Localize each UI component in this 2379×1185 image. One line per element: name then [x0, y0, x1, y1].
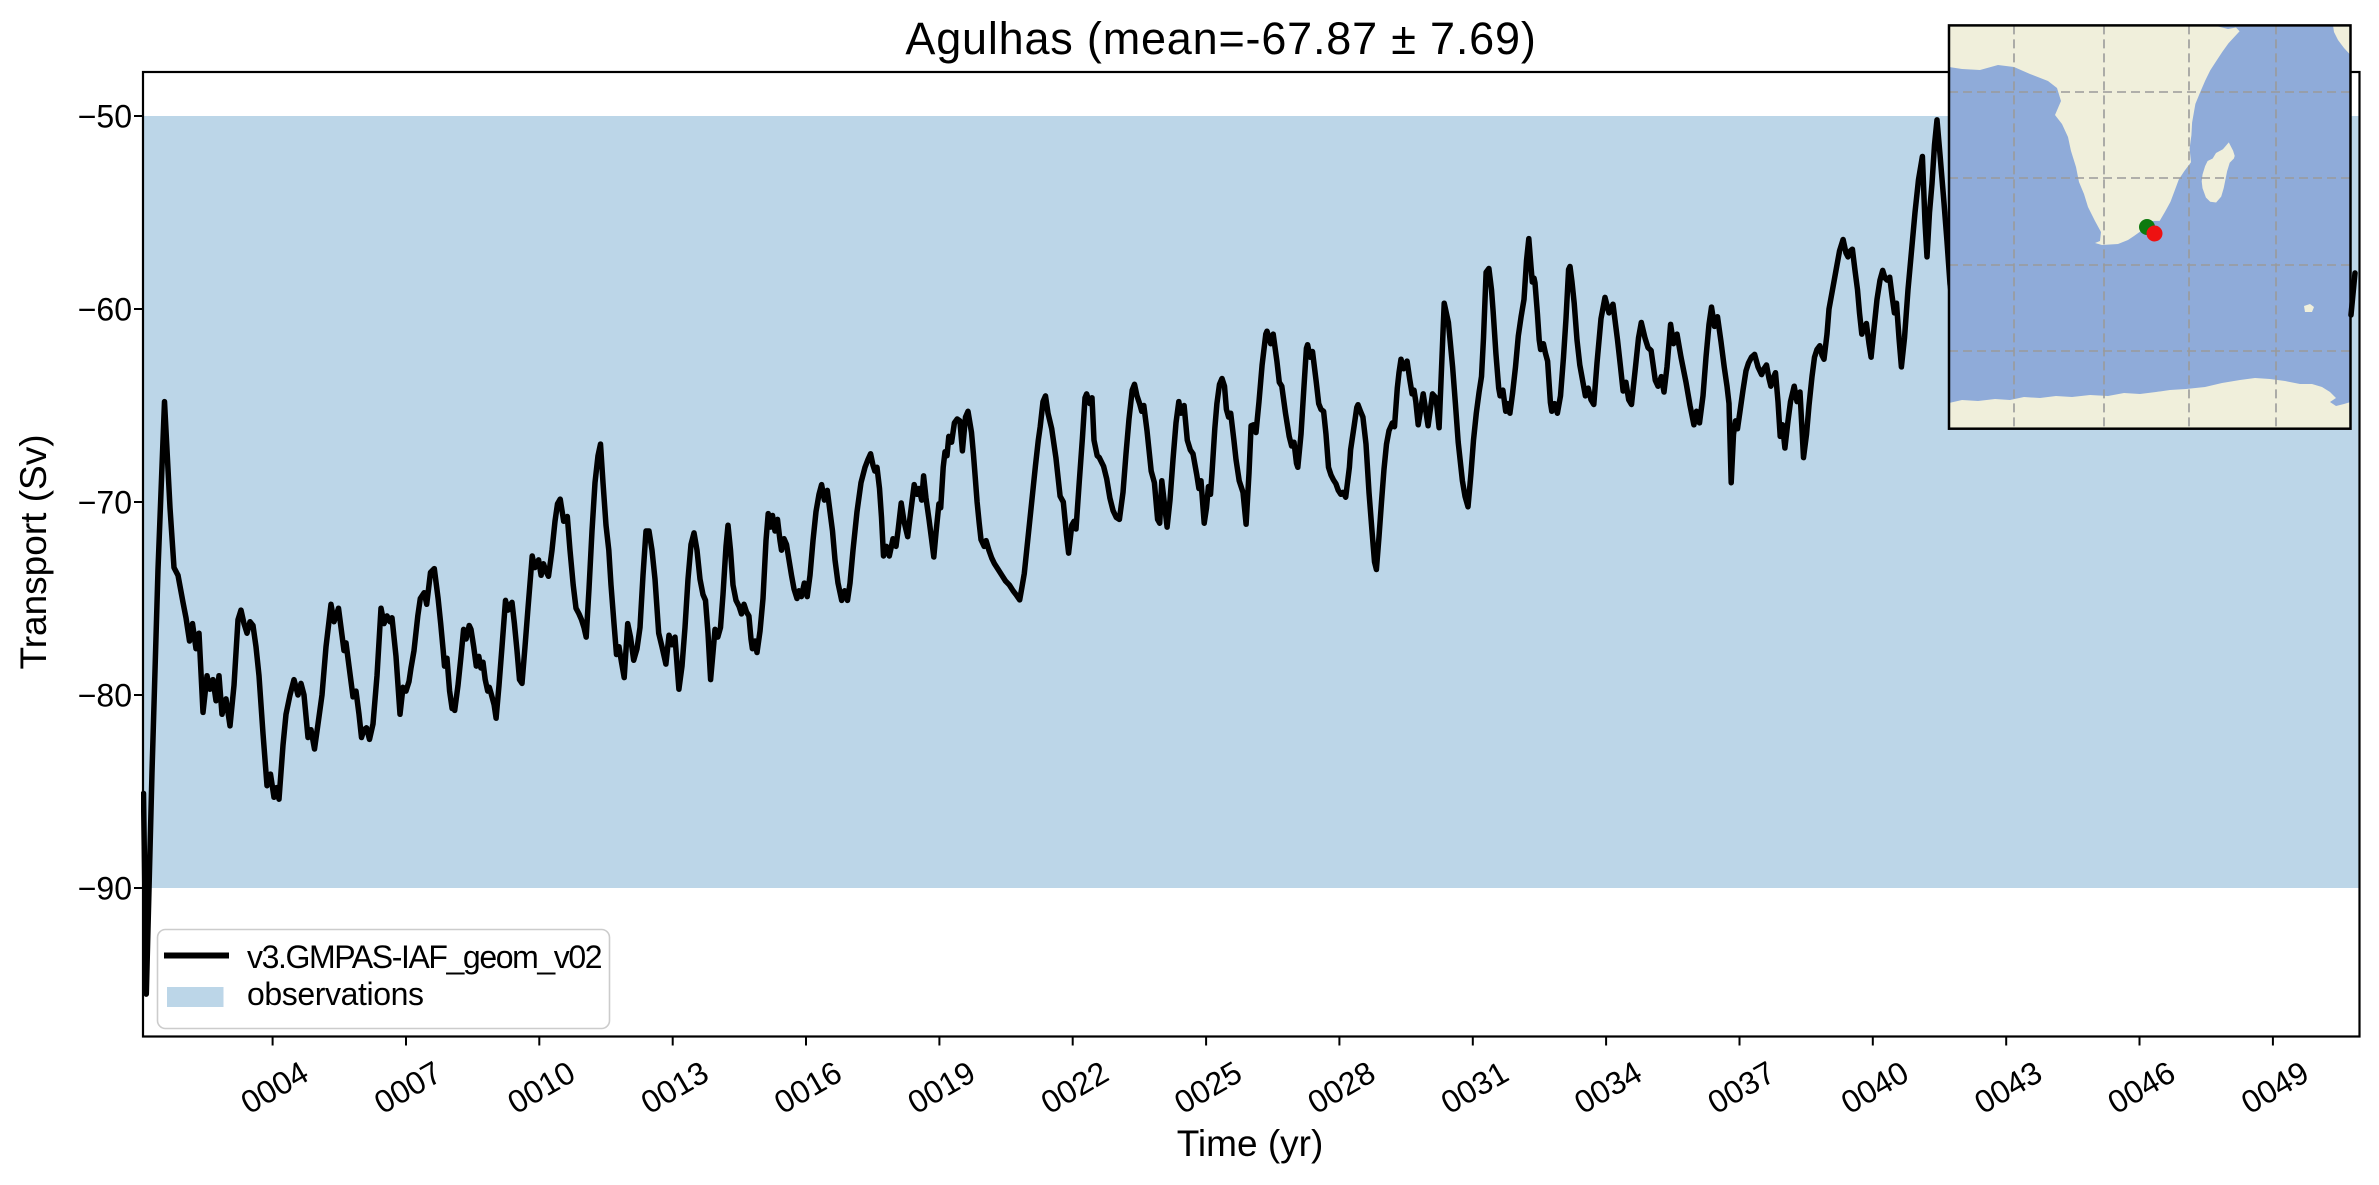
- svg-text:0031: 0031: [1435, 1054, 1515, 1121]
- svg-text:0043: 0043: [1968, 1054, 2048, 1121]
- svg-text:0040: 0040: [1835, 1054, 1915, 1121]
- svg-text:Time (yr): Time (yr): [1177, 1123, 1324, 1164]
- svg-text:v3.GMPAS-IAF_geom_v02: v3.GMPAS-IAF_geom_v02: [247, 939, 602, 975]
- svg-text:0010: 0010: [501, 1054, 581, 1121]
- svg-text:Transport (Sv): Transport (Sv): [13, 434, 54, 669]
- svg-text:Agulhas (mean=-67.87 ± 7.69): Agulhas (mean=-67.87 ± 7.69): [905, 13, 1536, 64]
- svg-text:0013: 0013: [635, 1054, 715, 1121]
- svg-text:−50: −50: [78, 99, 132, 135]
- svg-text:−70: −70: [78, 485, 132, 521]
- svg-text:−90: −90: [78, 871, 132, 907]
- svg-text:−60: −60: [78, 292, 132, 328]
- svg-text:0007: 0007: [368, 1054, 448, 1121]
- svg-text:0046: 0046: [2102, 1054, 2182, 1121]
- svg-text:−80: −80: [78, 678, 132, 714]
- svg-text:0049: 0049: [2235, 1054, 2315, 1121]
- svg-text:0037: 0037: [1702, 1054, 1782, 1121]
- svg-text:0004: 0004: [235, 1054, 315, 1121]
- svg-text:0016: 0016: [768, 1054, 848, 1121]
- svg-text:0028: 0028: [1301, 1054, 1381, 1121]
- svg-text:0019: 0019: [901, 1054, 981, 1121]
- svg-text:observations: observations: [247, 976, 424, 1012]
- svg-text:0025: 0025: [1168, 1054, 1248, 1121]
- svg-text:0022: 0022: [1035, 1054, 1115, 1121]
- svg-text:0034: 0034: [1568, 1054, 1648, 1121]
